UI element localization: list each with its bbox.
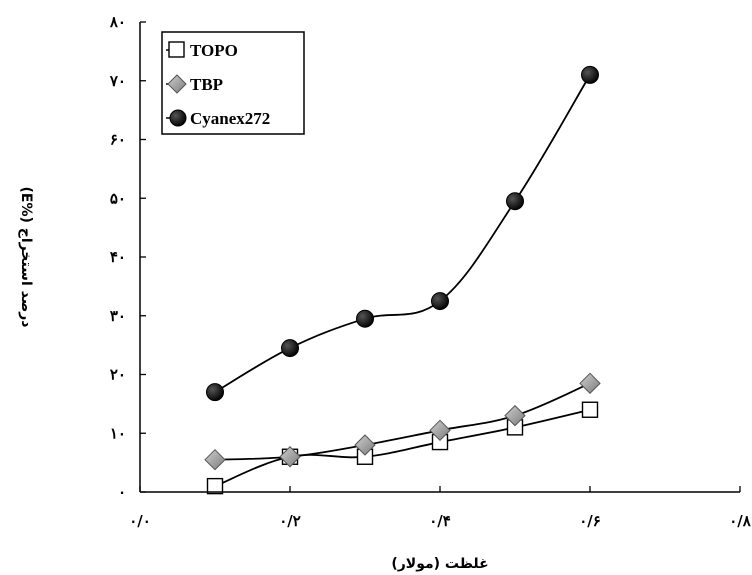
legend-marker-cyanex272 [169,109,187,127]
series-topo [206,401,599,495]
legend-item-topo: TOPO [166,41,238,60]
y-tick-label-7: ۷۰ [109,72,126,90]
legend: TOPO TBP Cyanex272 [161,31,305,135]
y-tick-label-5: ۵۰ [110,189,126,207]
series-cyanex272 [206,65,599,402]
tbp-point-3 [429,419,451,442]
y-tick-label-1: ۱۰ [110,424,126,442]
y-tick-label-4: ۴۰ [110,248,126,266]
cyanex272-point-3 [431,292,449,311]
cyanex272-point-2 [356,309,374,328]
legend-marker-tbp [167,74,187,94]
y-tick-label-2: ۲۰ [110,366,126,384]
topo-point-5 [581,401,599,418]
tbp-point-2 [354,434,376,456]
series-layer [204,65,601,495]
cyanex272-point-1 [281,339,299,358]
y-tick-label-8: ۸۰ [109,13,126,31]
cyanex272-point-5 [581,65,599,84]
legend-label-tbp: TBP [190,75,223,94]
legend-item-cyanex272: Cyanex272 [166,109,270,128]
tbp-point-4 [504,404,526,427]
x-tick-label-4: ۰/۸ [729,512,752,530]
cyanex272-point-4 [506,192,524,211]
legend-label-cyanex272: Cyanex272 [190,109,270,128]
x-tick-label-2: ۰/۴ [429,512,451,530]
legend-marker-topo [168,41,185,58]
legend-item-tbp: TBP [166,74,223,94]
legend-label-topo: TOPO [190,41,238,60]
topo-point-0 [206,477,224,495]
y-axis-title: درصد استخراج (%E) [18,187,34,328]
x-axis-title: غلظت (مولار) [391,556,488,572]
ticks-layer: ۰ ۱۰ ۲۰ ۳۰ ۴۰ ۵۰ ۶۰ ۷۰ ۸۰ ۰/۰ ۰/۲ ۰/۴ ۰/۶ ۰/۸ [109,13,752,530]
tbp-point-1 [279,446,301,468]
y-tick-label-6: ۶۰ [110,131,126,149]
y-tick-label-0: ۰ [118,483,126,501]
x-tick-label-1: ۰/۲ [279,512,301,530]
series-line-tbp [214,382,591,461]
x-tick-label-0: ۰/۰ [129,512,151,530]
x-tick-label-3: ۰/۶ [579,512,601,530]
tbp-point-0 [204,448,226,471]
cyanex272-point-0 [206,383,224,402]
y-tick-label-3: ۳۰ [110,307,126,325]
series-tbp [204,372,601,471]
tbp-point-5 [579,372,601,395]
series-line-topo [214,408,591,487]
